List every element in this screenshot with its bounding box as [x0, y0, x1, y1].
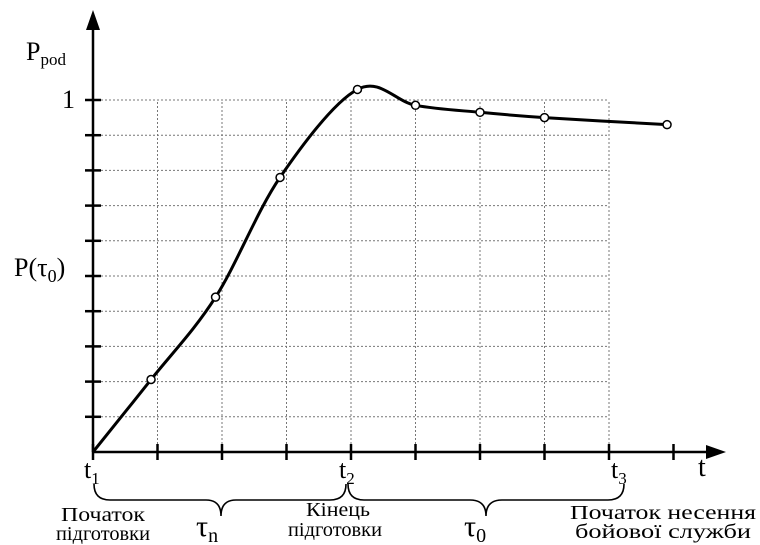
data-point	[475, 107, 485, 118]
y-axis-arrow	[86, 10, 100, 30]
brace-storage	[347, 483, 625, 517]
data-point	[662, 119, 672, 130]
y-tick-label-p-tau0: P(τ0)	[14, 253, 65, 286]
phase-label-tau-0: τ0	[464, 510, 486, 545]
brace-preparation	[93, 483, 347, 517]
axes	[86, 10, 726, 459]
annotation-end-line1: Кінець	[306, 499, 370, 521]
reliability-curve	[91, 84, 668, 453]
phase-label-tau-n: τn	[196, 510, 218, 545]
x-tick-label-t1: t1	[84, 455, 100, 488]
annotation-duty-line1: Початок несення	[570, 502, 756, 524]
x-axis-arrow	[706, 445, 726, 459]
x-tick-label-t2: t2	[339, 455, 355, 488]
data-point	[210, 292, 221, 302]
data-point	[410, 100, 421, 111]
ticks	[85, 98, 675, 460]
y-tick-label-1: 1	[62, 85, 75, 114]
x-tick-label-t3: t3	[611, 455, 627, 488]
x-axis-label: t	[698, 452, 706, 483]
data-point	[146, 374, 156, 385]
data-markers	[146, 84, 672, 385]
annotation-duty-line2: бойової служби	[575, 521, 751, 543]
annotation-end-line2: підготовки	[288, 519, 382, 541]
grid	[93, 99, 610, 452]
y-axis-label: Ppod	[26, 37, 66, 69]
annotation-start-line2: підготовки	[56, 523, 150, 545]
data-point	[539, 112, 550, 123]
annotation-start-line1: Початок	[61, 504, 145, 526]
data-point	[352, 84, 363, 95]
data-point	[275, 172, 285, 183]
